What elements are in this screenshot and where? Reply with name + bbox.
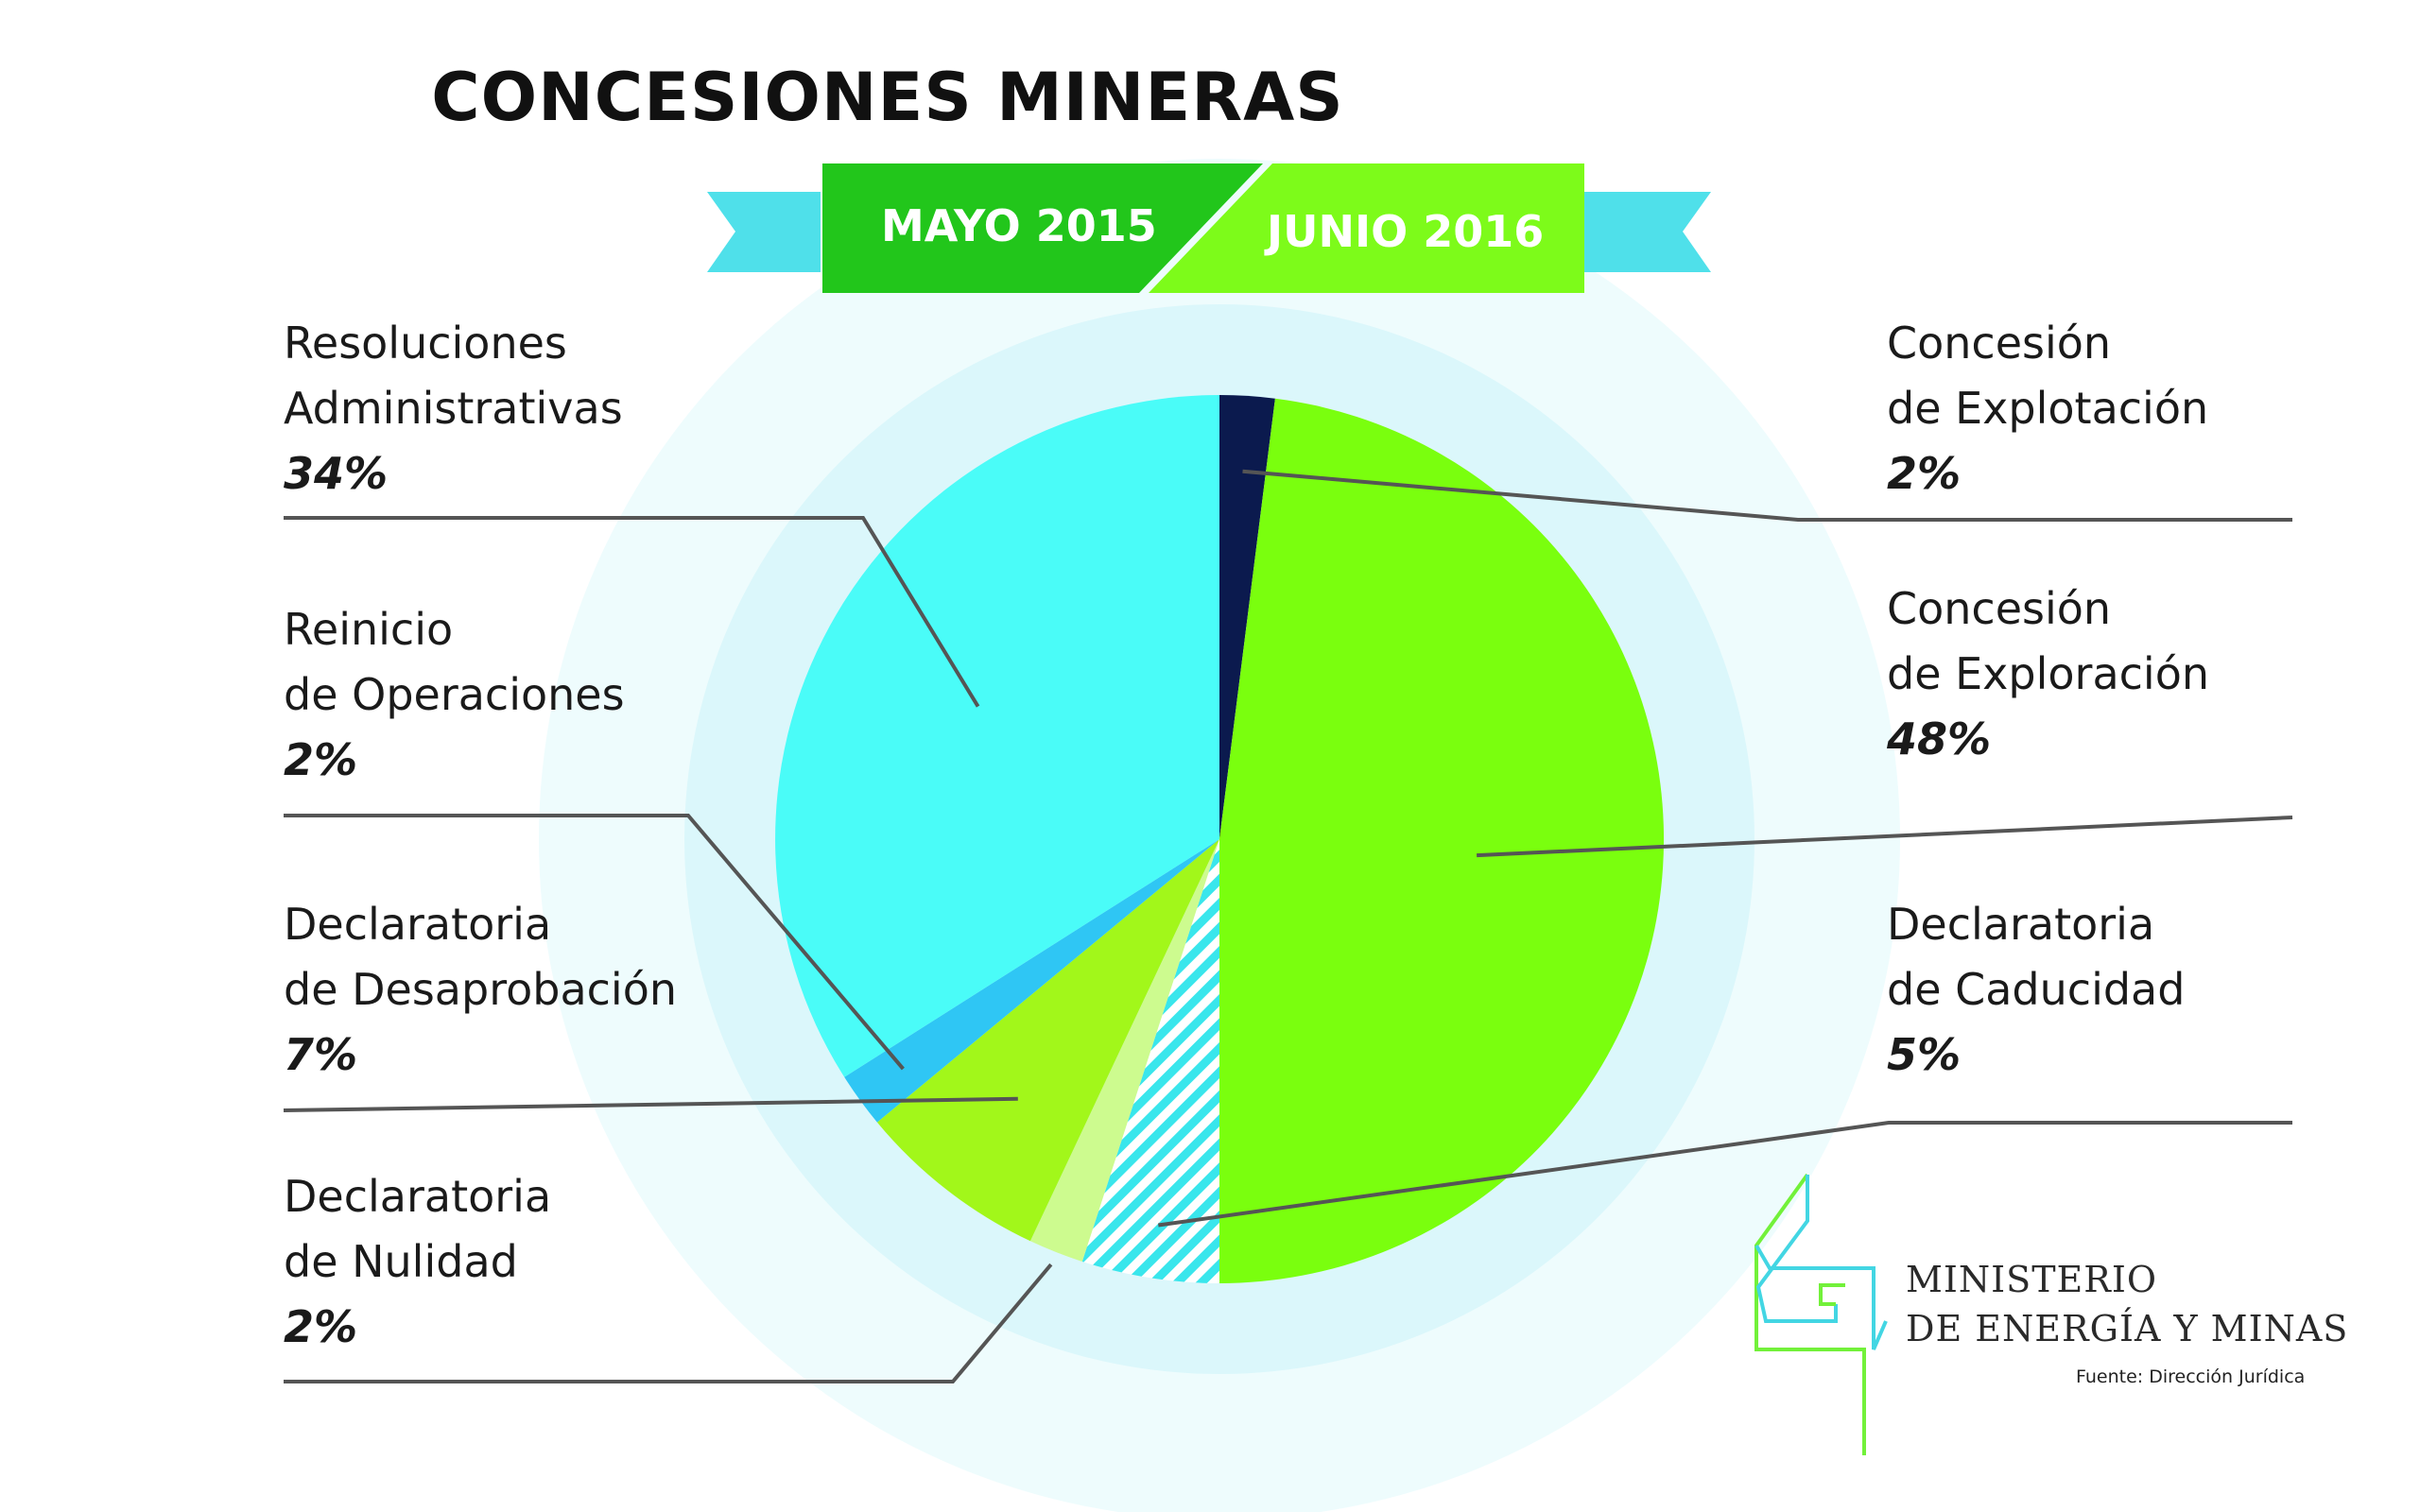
- leader-line-caducidad: [1158, 1121, 2292, 1228]
- period-banner: [707, 163, 1711, 293]
- chart-title: CONCESIONES MINERAS: [431, 59, 1344, 136]
- pie-slice-resoluciones: [775, 395, 1219, 1077]
- label-reinicio: Reinicio de Operaciones 2%: [284, 597, 625, 793]
- ribbon-left: [707, 192, 821, 272]
- label-exploracion: Concesión de Exploración 48%: [1887, 576, 2209, 772]
- label-explotacion: Concesión de Explotación 2%: [1887, 311, 2208, 507]
- source-note: Fuente: Dirección Jurídica: [2076, 1366, 2306, 1387]
- label-nulidad-line2: de Nulidad: [284, 1236, 518, 1287]
- label-nulidad: Declaratoria de Nulidad 2%: [284, 1164, 551, 1360]
- label-explotacion-line1: Concesión: [1887, 318, 2112, 369]
- label-exploracion-pct: 48%: [1887, 713, 1992, 765]
- leader-line-explotacion: [1242, 469, 2292, 522]
- label-desaprobacion: Declaratoria de Desaprobación 7%: [284, 892, 677, 1088]
- leader-lines: [283, 469, 2293, 1383]
- label-reinicio-pct: 2%: [284, 734, 358, 785]
- pie-slice-explotacion: [1219, 394, 1275, 839]
- leader-line-resoluciones: [284, 516, 980, 708]
- label-reinicio-line1: Reinicio: [284, 604, 454, 655]
- label-reinicio-line2: de Operaciones: [284, 669, 625, 720]
- ministerio-logo-text: MINISTERIO DE ENERGÍA Y MINAS: [1906, 1255, 2348, 1353]
- label-exploracion-line2: de Exploración: [1887, 648, 2210, 699]
- label-resoluciones: Resoluciones Administrativas 34%: [284, 311, 623, 507]
- pie-slice-nulidad: [1029, 839, 1219, 1262]
- pie-slice-desaprobacion: [876, 839, 1219, 1242]
- label-explotacion-pct: 2%: [1887, 448, 1962, 499]
- banner-to-bg: [1149, 163, 1584, 293]
- logo-line1: MINISTERIO: [1906, 1259, 2158, 1300]
- period-from: MAYO 2015: [881, 200, 1157, 251]
- ministerio-logo-icon: [1754, 1173, 1888, 1455]
- leader-line-desaprobacion: [283, 1096, 1018, 1112]
- ribbon-right: [1583, 192, 1711, 272]
- label-resoluciones-pct: 34%: [284, 448, 389, 499]
- pie-slice-exploracion: [1219, 398, 1665, 1284]
- pie-chart: [775, 394, 1665, 1284]
- pie-slice-reinicio: [844, 839, 1219, 1123]
- label-nulidad-line1: Declaratoria: [284, 1171, 552, 1222]
- logo-line2: DE ENERGÍA Y MINAS: [1906, 1308, 2349, 1349]
- pie-slice-caducidad: [1081, 839, 1219, 1283]
- banner-from-bg: [822, 163, 1263, 293]
- label-desaprobacion-pct: 7%: [284, 1029, 358, 1080]
- period-to: JUNIO 2016: [1267, 206, 1545, 257]
- label-caducidad-pct: 5%: [1887, 1029, 1962, 1080]
- leader-line-nulidad: [284, 1263, 1053, 1383]
- label-caducidad-line2: de Caducidad: [1887, 964, 2186, 1015]
- label-nulidad-pct: 2%: [284, 1301, 358, 1352]
- label-desaprobacion-line2: de Desaprobación: [284, 964, 677, 1015]
- label-resoluciones-line1: Resoluciones: [284, 318, 567, 369]
- label-exploracion-line1: Concesión: [1887, 583, 2112, 634]
- label-explotacion-line2: de Explotación: [1887, 383, 2209, 434]
- leader-line-reinicio: [284, 814, 905, 1071]
- label-desaprobacion-line1: Declaratoria: [284, 899, 552, 950]
- leader-line-exploracion: [1477, 816, 2293, 858]
- label-resoluciones-line2: Administrativas: [284, 383, 623, 434]
- label-caducidad: Declaratoria de Caducidad 5%: [1887, 892, 2185, 1088]
- label-caducidad-line1: Declaratoria: [1887, 899, 2155, 950]
